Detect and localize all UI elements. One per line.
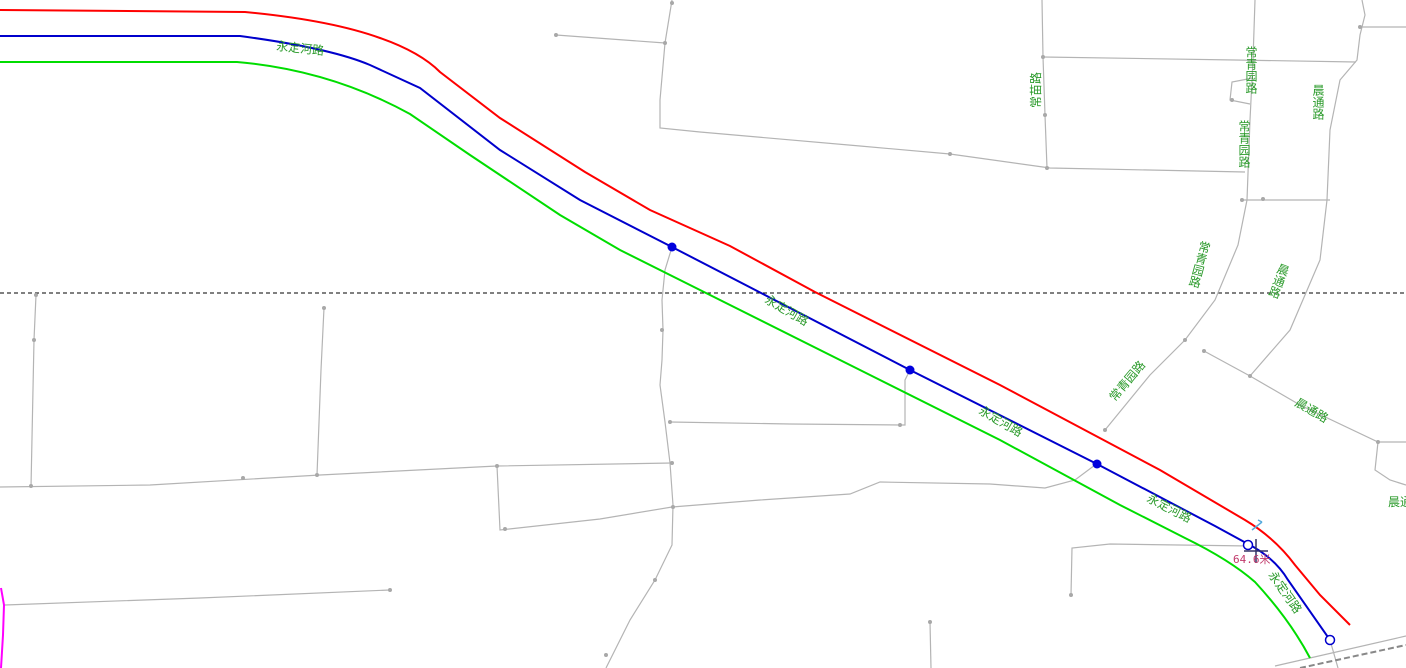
centerline-yongdinghe-road[interactable] [0, 35, 1331, 641]
vertex-handle[interactable] [667, 242, 677, 252]
vertex-handle[interactable] [1092, 459, 1102, 469]
vertex-handle-open[interactable] [1324, 634, 1336, 646]
offset-line-left[interactable] [0, 9, 1351, 626]
road-label-chentong: 晨通路 [1293, 395, 1332, 426]
crosshair-icon [1244, 519, 1268, 563]
road-label-yongdinghe: 永定河路 [763, 292, 812, 329]
road-label-changqingyuan: 常青园路 [1244, 46, 1258, 95]
road-label-changqingyuan: 常青园路 [1186, 239, 1212, 290]
road-label-yongdinghe: 永定河路 [276, 38, 325, 58]
vertex-handle-open[interactable] [1242, 539, 1254, 551]
road-label-yongdinghe: 永定河路 [977, 403, 1026, 440]
measure-readout: 64.6米 [1233, 553, 1271, 566]
road-nodes [29, 1, 1380, 657]
road-label-changqingyuan: 常青园路 [1106, 358, 1148, 404]
vertex-handle[interactable] [905, 365, 915, 375]
boundary-line [0, 587, 6, 668]
road-label-chentong: 晨通路 [1266, 261, 1292, 301]
road-label-chentong: 晨通路 [1311, 84, 1325, 121]
offset-line-right[interactable] [0, 61, 1311, 659]
road-label-changqingyuan: 常青园路 [1237, 120, 1251, 169]
rail-line [1299, 644, 1406, 668]
road-label-chentong: 晨通 [1388, 495, 1406, 509]
road-label-changmiao: 常苗路 [1028, 72, 1043, 108]
